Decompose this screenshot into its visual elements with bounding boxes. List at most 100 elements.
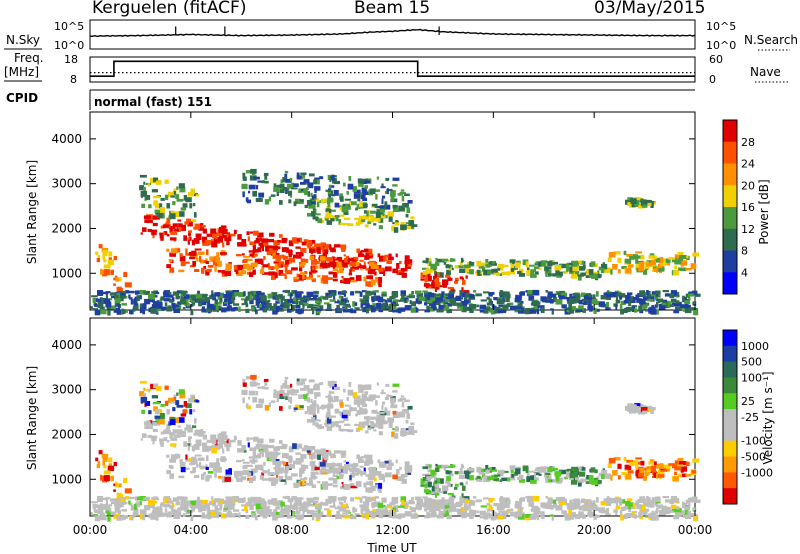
power-cell-141	[301, 241, 307, 246]
velocity-cell-455	[301, 467, 306, 471]
velocity-cell-1058	[497, 472, 501, 477]
velocity-cell-770	[373, 395, 380, 398]
velocity-cell-631	[330, 424, 335, 428]
power-cell-858	[116, 286, 122, 293]
power-cell-1123	[621, 266, 627, 269]
velocity-cell-1191	[677, 464, 684, 467]
freq-tick-bottom: 8	[70, 73, 77, 86]
power-cell-2038	[615, 295, 619, 301]
power-cell-326	[214, 266, 217, 272]
power-cell-1823	[667, 301, 672, 308]
nave-tick-bottom: 0	[709, 73, 716, 86]
velocity-cell-1938	[584, 508, 590, 512]
velocity-cell-364	[275, 474, 279, 478]
power-cell-25	[177, 219, 182, 222]
power-cell-1205	[610, 269, 613, 275]
power-cell-1516	[255, 291, 262, 295]
velocity-cell-1685	[528, 504, 533, 507]
velocity-cell-152	[309, 453, 316, 459]
power-cell-1080	[429, 261, 432, 267]
velocity-colorbar-tick-0: 1000	[741, 340, 769, 353]
power-cell-29	[298, 237, 303, 243]
power-cell-168	[314, 243, 321, 248]
power-cell-609	[322, 198, 329, 202]
power-cell-1764	[229, 297, 234, 302]
power-cell-759	[290, 177, 293, 182]
velocity-cell-1018	[566, 468, 569, 472]
velocity-cell-757	[285, 384, 292, 389]
velocity-cell-903	[424, 483, 428, 489]
power-cell-678	[397, 193, 404, 196]
power-cell-668	[339, 206, 342, 211]
velocity-cell-824	[273, 393, 279, 398]
power-cell-142	[222, 242, 225, 248]
velocity-cell-478	[206, 474, 212, 478]
power-cell-1108	[476, 269, 481, 273]
velocity-cell-1988	[339, 507, 346, 512]
velocity-cell-1200	[639, 468, 645, 473]
velocity-cell-578	[363, 421, 370, 426]
power-cell-1676	[520, 291, 525, 296]
nave-label: Nave	[750, 65, 781, 79]
power-cell-1866	[386, 298, 393, 301]
velocity-cell-654	[344, 429, 350, 432]
power-cell-1474	[493, 297, 499, 301]
power-cell-1368	[647, 293, 652, 300]
power-cell-1841	[367, 304, 373, 309]
velocity-cell-747	[252, 396, 258, 403]
velocity-cell-1695	[444, 508, 448, 510]
power-cell-2079	[185, 298, 189, 303]
power-cell-121	[303, 239, 309, 244]
velocity-cell-114	[379, 462, 384, 468]
power-cell-727	[328, 184, 332, 189]
velocity-cell-1394	[372, 509, 377, 514]
velocity-cell-1303	[656, 515, 659, 521]
velocity-cell-1937	[455, 501, 462, 508]
velocity-cell-1358	[362, 512, 367, 519]
power-cell-812	[273, 183, 277, 188]
power-cell-442	[326, 257, 333, 262]
velocity-cell-697	[276, 390, 281, 394]
power-cell-1990	[572, 293, 578, 296]
power-cell-1786	[283, 304, 290, 309]
power-cell-1889	[189, 298, 192, 301]
power-cell-219	[181, 224, 186, 231]
velocity-cell-1738	[158, 512, 165, 517]
velocity-cell-2031	[267, 499, 273, 505]
power-cell-2143	[243, 291, 246, 297]
velocity-cell-823	[258, 398, 265, 404]
power-cell-558	[164, 194, 169, 201]
power-cell-389	[273, 261, 279, 264]
power-cell-87	[202, 238, 207, 244]
power-cell-1767	[274, 308, 279, 313]
velocity-colorbar-tick-1: 500	[741, 356, 762, 369]
velocity-cell-304	[332, 477, 338, 484]
velocity-cell-918	[442, 485, 449, 492]
velocity-cell-1990	[572, 499, 578, 502]
velocity-cell-788	[384, 407, 388, 413]
velocity-cell-827	[364, 391, 368, 395]
power-cell-662	[400, 224, 407, 231]
power-cell-275	[292, 237, 297, 243]
power-cell-995	[547, 261, 553, 267]
power-cell-791	[333, 190, 339, 196]
power-cell-2037	[688, 293, 694, 297]
velocity-colorbar-seg-0	[723, 330, 737, 347]
power-cell-2042	[329, 299, 336, 302]
velocity-cell-1054	[491, 474, 498, 479]
power-cell-17	[206, 233, 213, 237]
power-cell-1672	[336, 304, 340, 309]
power-cell-1336	[271, 292, 278, 296]
velocity-cell-1888	[626, 498, 633, 502]
velocity-panel-frame	[89, 317, 696, 517]
velocity-cell-1044	[454, 471, 459, 475]
velocity-cell-1522	[515, 500, 519, 507]
power-cell-412	[299, 265, 303, 272]
power-cell-903	[424, 277, 428, 283]
power-cell-1177	[672, 257, 677, 263]
power-cell-578	[363, 215, 370, 220]
velocity-cell-1389	[250, 496, 258, 502]
velocity-cell-151	[333, 450, 341, 454]
velocity-cell-1773	[214, 507, 218, 510]
velocity-cell-45	[353, 462, 359, 468]
